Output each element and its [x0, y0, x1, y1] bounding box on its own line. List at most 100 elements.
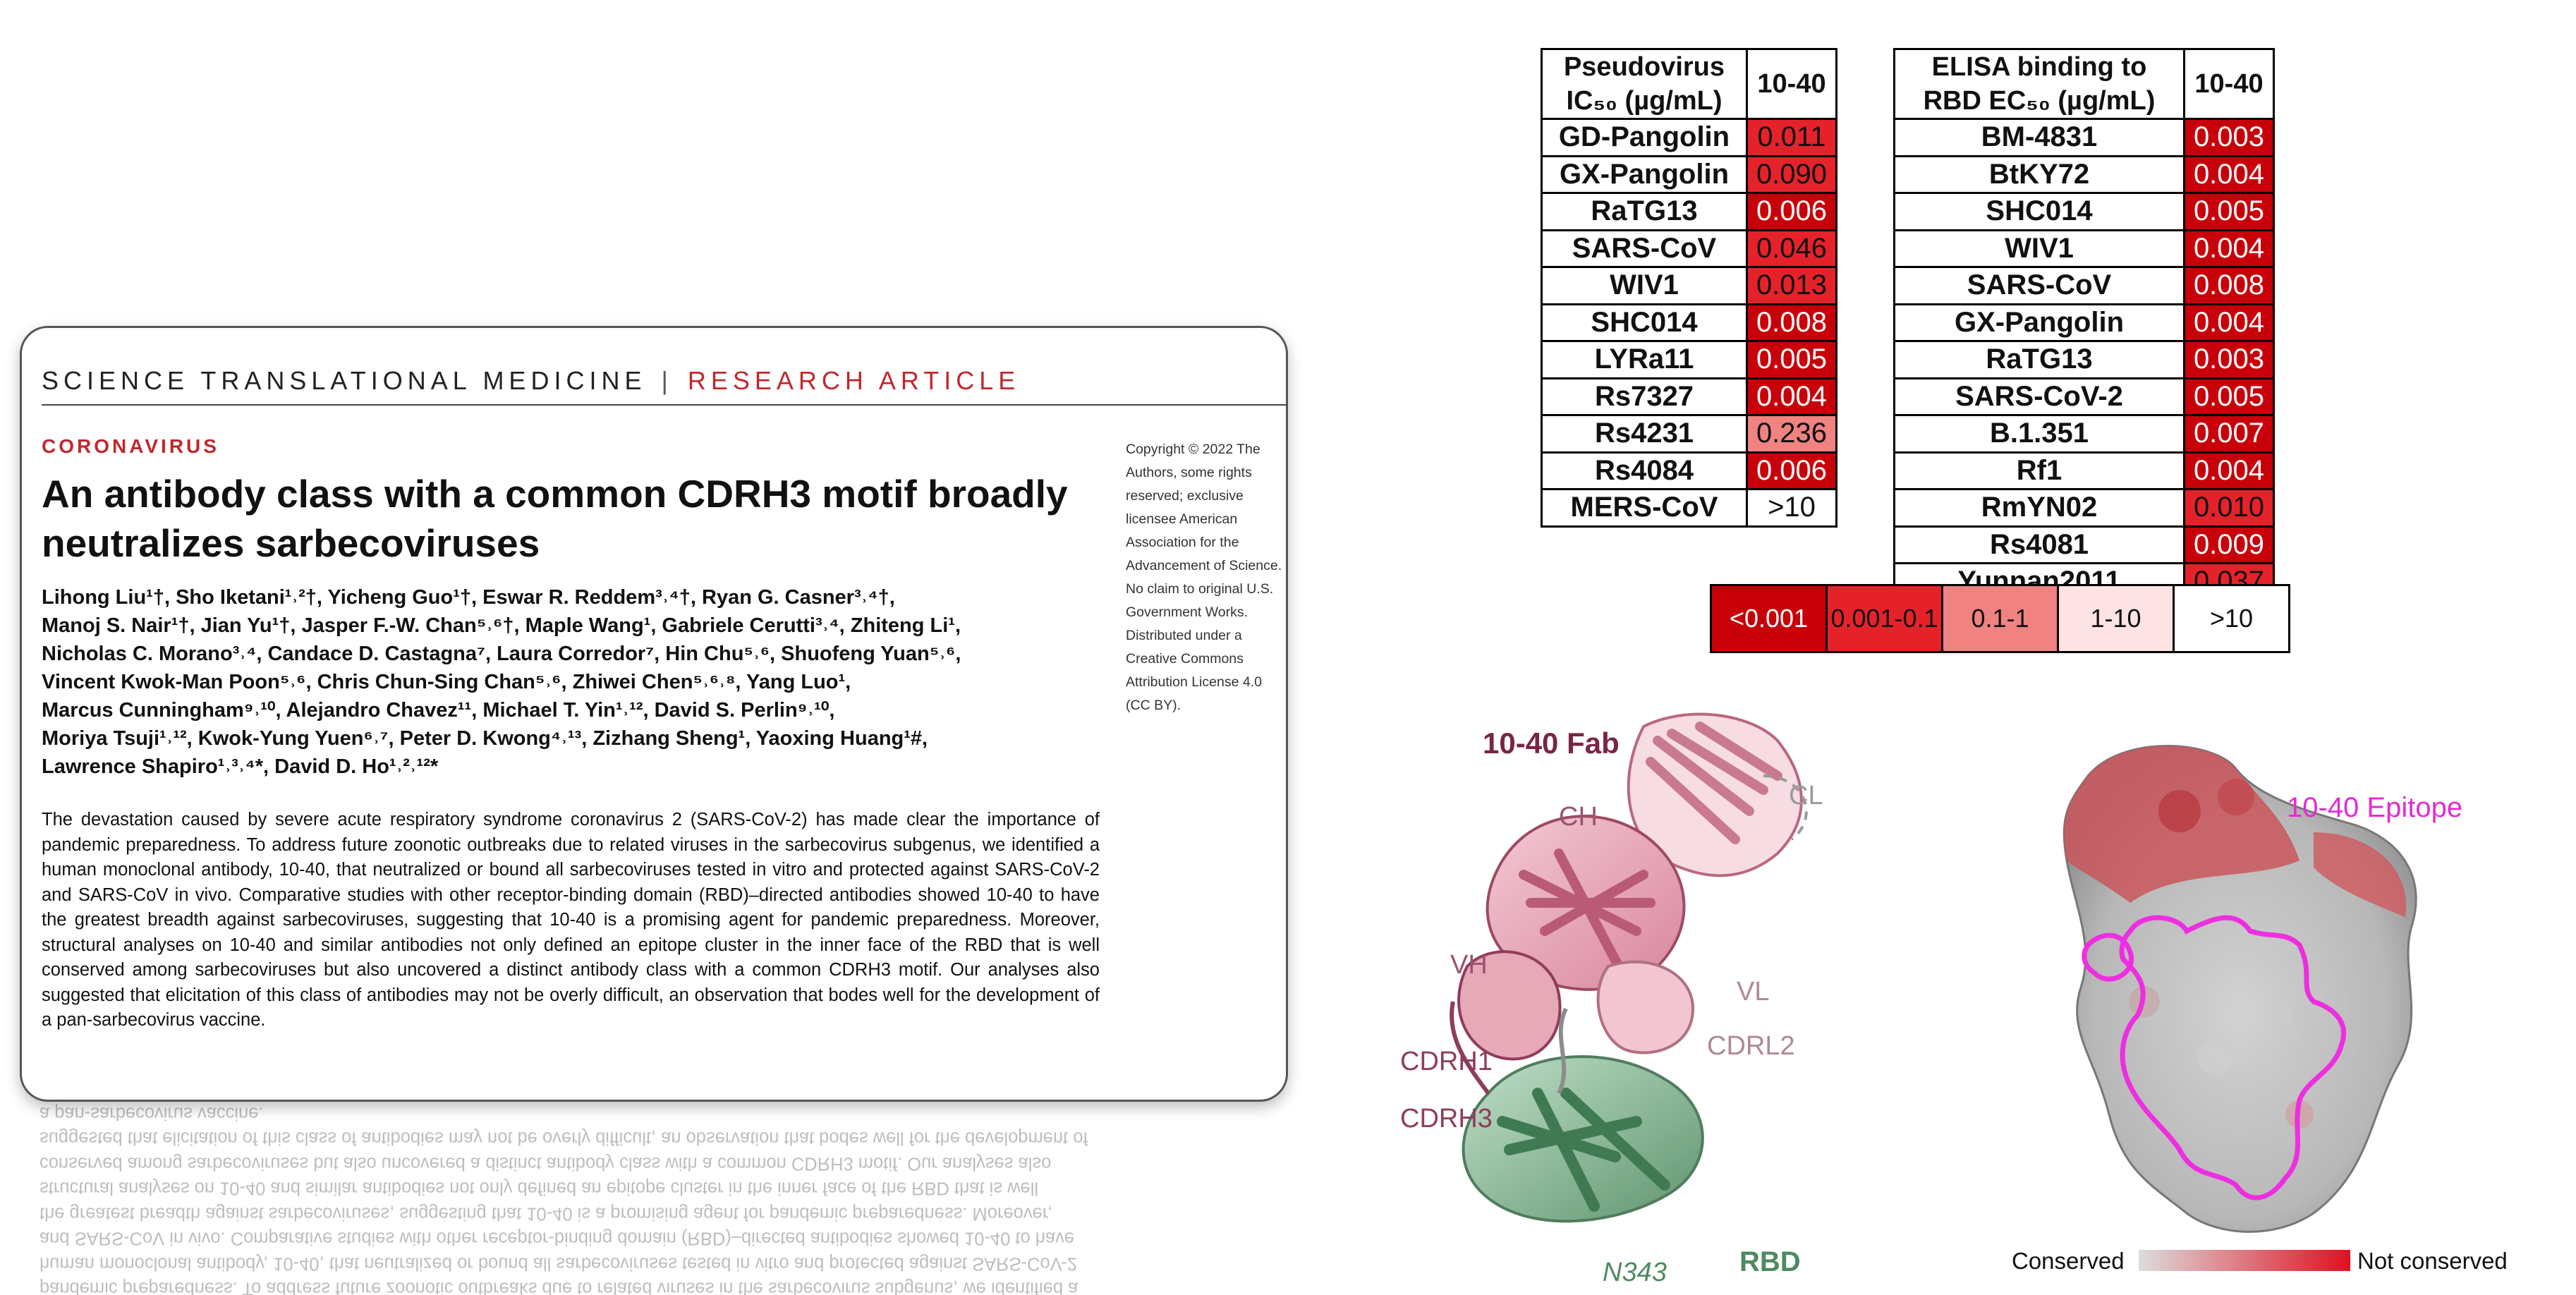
- elisa-value-cell: 0.007: [2183, 414, 2275, 454]
- elisa-virus-name: BtKY72: [1893, 154, 2185, 194]
- elisa-header-line2: RBD EC₅₀ (µg/mL): [1923, 86, 2156, 116]
- elisa-virus-name: Rf1: [1893, 451, 2185, 490]
- elisa-virus-name: GX-Pangolin: [1893, 303, 2185, 342]
- elisa-col-header: 10-40: [2183, 48, 2275, 120]
- paper-title: An antibody class with a common CDRH3 mo…: [42, 472, 1068, 565]
- scale-low-label: Conserved: [2012, 1248, 2125, 1274]
- elisa-virus-name: RmYN02: [1893, 488, 2185, 528]
- copyright-notice: Copyright © 2022 The Authors, some right…: [1126, 442, 1282, 713]
- pseudovirus-row: LYRa11 0.005: [1541, 340, 1837, 379]
- elisa-row: SARS-CoV-2 0.005: [1893, 377, 2275, 416]
- elisa-value-cell: 0.003: [2183, 340, 2275, 379]
- pseudovirus-virus-name: MERS-CoV: [1541, 488, 1748, 528]
- legend-bin: <0.001: [1712, 586, 1828, 651]
- article-type: RESEARCH ARTICLE: [687, 366, 1021, 395]
- elisa-row: B.1.351 0.007: [1893, 414, 2275, 454]
- abstract: The devastation caused by severe acute r…: [42, 810, 1100, 1030]
- cl-label: CL: [1789, 781, 1823, 810]
- pseudovirus-value-cell: 0.013: [1746, 266, 1837, 305]
- elisa-value-cell: 0.004: [2183, 303, 2275, 342]
- cdrh3-label: CDRH3: [1400, 1104, 1493, 1133]
- pseudovirus-value-cell: 0.008: [1746, 303, 1837, 342]
- elisa-value-cell: 0.004: [2183, 451, 2275, 490]
- author-line: Nicholas C. Morano³˒⁴, Candace D. Castag…: [42, 643, 961, 665]
- elisa-row: BtKY72 0.004: [1893, 154, 2275, 194]
- pseudovirus-virus-name: RaTG13: [1541, 192, 1748, 231]
- cdrl2-label: CDRL2: [1707, 1031, 1795, 1061]
- author-line: Lihong Liu¹†, Sho Iketani¹˒²†, Yicheng G…: [42, 586, 895, 609]
- pseudovirus-value-cell: 0.006: [1746, 192, 1837, 231]
- elisa-row: SARS-CoV 0.008: [1893, 266, 2275, 305]
- journal-header: SCIENCE TRANSLATIONAL MEDICINE | RESEARC…: [42, 366, 1020, 396]
- rbd-surface: [2062, 745, 2417, 1233]
- pseudovirus-virus-name: WIV1: [1541, 266, 1748, 305]
- elisa-header-line1: ELISA binding to: [1931, 52, 2147, 82]
- pseudovirus-header: Pseudovirus IC₅₀ (µg/mL): [1541, 48, 1748, 120]
- pseudovirus-ic50-table: Pseudovirus IC₅₀ (µg/mL) 10-40 GD-Pangol…: [1541, 48, 1837, 528]
- pseudovirus-header-line1: Pseudovirus: [1563, 52, 1725, 82]
- section-label: CORONAVIRUS: [42, 435, 219, 457]
- pseudovirus-virus-name: Rs4084: [1541, 451, 1748, 490]
- pseudovirus-virus-name: Rs4231: [1541, 414, 1748, 454]
- reflection-text: The devastation caused by severe acute r…: [40, 1103, 1088, 1295]
- author-line: Manoj S. Nair¹†, Jian Yu¹†, Jasper F.-W.…: [42, 614, 961, 637]
- legend-bin: 0.001-0.1: [1828, 586, 1943, 651]
- elisa-value-cell: 0.005: [2183, 377, 2275, 416]
- pseudovirus-header-line2: IC₅₀ (µg/mL): [1566, 86, 1723, 116]
- pseudovirus-virus-name: SARS-CoV: [1541, 229, 1748, 268]
- pseudovirus-value-cell: 0.090: [1746, 154, 1837, 194]
- pseudovirus-value-cell: 0.236: [1746, 414, 1837, 454]
- legend-bin: 0.1-1: [1943, 586, 2059, 651]
- author-line: Moriya Tsuji¹˒¹², Kwok-Yung Yuen⁶˒⁷, Pet…: [42, 727, 928, 750]
- author-line: Vincent Kwok-Man Poon⁵˒⁶, Chris Chun-Sin…: [42, 671, 851, 693]
- pseudovirus-row: RaTG13 0.006: [1541, 192, 1837, 231]
- pseudovirus-row: WIV1 0.013: [1541, 266, 1837, 305]
- pseudovirus-virus-name: LYRa11: [1541, 340, 1748, 379]
- rbd-label: RBD: [1739, 1246, 1801, 1277]
- fab-label: 10-40 Fab: [1483, 726, 1620, 760]
- elisa-value-cell: 0.004: [2183, 229, 2275, 268]
- vl-label: VL: [1737, 977, 1769, 1007]
- legend-bin: >10: [2175, 586, 2288, 651]
- pseudovirus-value-cell: 0.005: [1746, 340, 1837, 379]
- rbd-surface-figure: 10-40 Epitope Conserved Not conserved: [2012, 745, 2508, 1274]
- elisa-row: Rs4081 0.009: [1893, 525, 2275, 564]
- elisa-value-cell: 0.009: [2183, 525, 2275, 564]
- scale-high-label: Not conserved: [2357, 1248, 2508, 1274]
- elisa-virus-name: RaTG13: [1893, 340, 2185, 379]
- pseudovirus-virus-name: GD-Pangolin: [1541, 118, 1748, 157]
- elisa-value-cell: 0.003: [2183, 118, 2275, 157]
- ch-label: CH: [1559, 802, 1598, 832]
- pseudovirus-value-cell: 0.004: [1746, 377, 1837, 416]
- elisa-virus-name: SARS-CoV: [1893, 266, 2185, 305]
- elisa-virus-name: BM-4831: [1893, 118, 2185, 157]
- elisa-row: SHC014 0.005: [1893, 192, 2275, 231]
- rbd-ribbon: [1450, 1001, 1704, 1223]
- legend-bin: 1-10: [2059, 586, 2175, 651]
- pseudovirus-row: Rs4084 0.006: [1541, 451, 1837, 490]
- elisa-value-cell: 0.004: [2183, 154, 2275, 194]
- elisa-row: WIV1 0.004: [1893, 229, 2275, 268]
- pseudovirus-virus-name: SHC014: [1541, 303, 1748, 342]
- pseudovirus-value-cell: 0.006: [1746, 451, 1837, 490]
- elisa-row: Rf1 0.004: [1893, 451, 2275, 490]
- card-reflection: The devastation caused by severe acute r…: [20, 1100, 1284, 1295]
- pseudovirus-row: Rs4231 0.236: [1541, 414, 1837, 454]
- pseudovirus-col-header: 10-40: [1746, 48, 1837, 120]
- elisa-virus-name: Rs4081: [1893, 525, 2185, 564]
- pseudovirus-value-cell: >10: [1746, 488, 1837, 528]
- header-divider: [42, 404, 1286, 406]
- author-line: Marcus Cunningham⁹˒¹⁰, Alejandro Chavez¹…: [42, 699, 835, 722]
- pseudovirus-value-cell: 0.046: [1746, 229, 1837, 268]
- cdrh1-label: CDRH1: [1400, 1047, 1493, 1076]
- elisa-row: GX-Pangolin 0.004: [1893, 303, 2275, 342]
- elisa-header: ELISA binding to RBD EC₅₀ (µg/mL): [1893, 48, 2185, 120]
- pseudovirus-row: MERS-CoV >10: [1541, 488, 1837, 528]
- elisa-virus-name: SARS-CoV-2: [1893, 377, 2185, 416]
- fab-ribbon: [1457, 712, 1808, 1061]
- n343-label: N343: [1603, 1258, 1667, 1287]
- pseudovirus-virus-name: Rs7327: [1541, 377, 1748, 416]
- epitope-label: 10-40 Epitope: [2287, 792, 2462, 823]
- elisa-virus-name: WIV1: [1893, 229, 2185, 268]
- elisa-row: RmYN02 0.010: [1893, 488, 2275, 528]
